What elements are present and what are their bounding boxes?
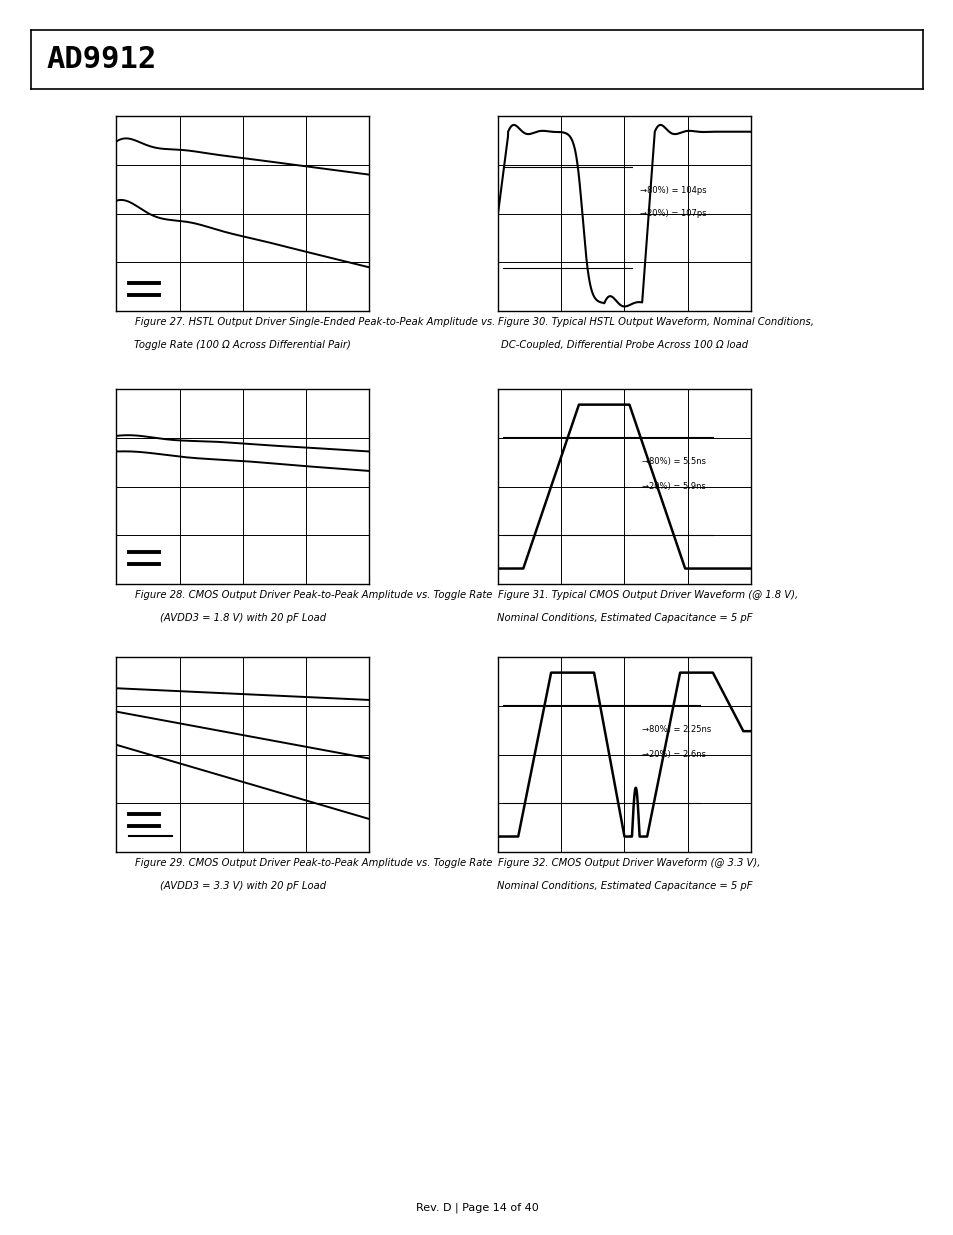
Text: →80%) = 104ps: →80%) = 104ps [639,185,705,195]
Text: (AVDD3 = 3.3 V) with 20 pF Load: (AVDD3 = 3.3 V) with 20 pF Load [159,881,326,890]
Text: Figure 27. HSTL Output Driver Single-Ended Peak-to-Peak Amplitude vs.: Figure 27. HSTL Output Driver Single-End… [135,317,496,327]
Text: →20%) = 5.9ns: →20%) = 5.9ns [641,482,705,492]
Text: AD9912: AD9912 [47,46,156,74]
Text: Figure 30. Typical HSTL Output Waveform, Nominal Conditions,: Figure 30. Typical HSTL Output Waveform,… [497,317,813,327]
Text: DC-Coupled, Differential Probe Across 100 Ω load: DC-Coupled, Differential Probe Across 10… [500,340,747,350]
Text: Figure 32. CMOS Output Driver Waveform (@ 3.3 V),: Figure 32. CMOS Output Driver Waveform (… [497,858,760,868]
Text: →80%) = 5.5ns: →80%) = 5.5ns [641,457,705,466]
Text: →80%) = 2.25ns: →80%) = 2.25ns [641,725,711,734]
Text: Figure 28. CMOS Output Driver Peak-to-Peak Amplitude vs. Toggle Rate: Figure 28. CMOS Output Driver Peak-to-Pe… [135,590,493,600]
Text: Toggle Rate (100 Ω Across Differential Pair): Toggle Rate (100 Ω Across Differential P… [134,340,351,350]
Text: →20%) = 107ps: →20%) = 107ps [639,209,705,219]
Text: Figure 31. Typical CMOS Output Driver Waveform (@ 1.8 V),: Figure 31. Typical CMOS Output Driver Wa… [497,590,798,600]
Text: Nominal Conditions, Estimated Capacitance = 5 pF: Nominal Conditions, Estimated Capacitanc… [497,881,751,890]
Text: Figure 29. CMOS Output Driver Peak-to-Peak Amplitude vs. Toggle Rate: Figure 29. CMOS Output Driver Peak-to-Pe… [135,858,493,868]
Text: Rev. D | Page 14 of 40: Rev. D | Page 14 of 40 [416,1202,537,1213]
Text: (AVDD3 = 1.8 V) with 20 pF Load: (AVDD3 = 1.8 V) with 20 pF Load [159,613,326,622]
Text: Nominal Conditions, Estimated Capacitance = 5 pF: Nominal Conditions, Estimated Capacitanc… [497,613,751,622]
Text: →20%) = 2.6ns: →20%) = 2.6ns [641,750,705,760]
